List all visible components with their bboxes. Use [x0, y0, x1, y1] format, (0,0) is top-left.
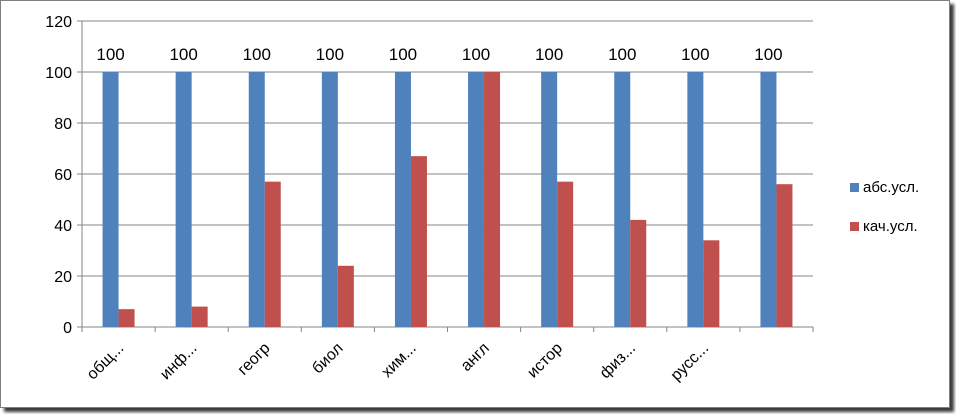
y-tick-label: 100	[45, 65, 72, 82]
data-label: 100	[316, 45, 344, 64]
bar-abs	[248, 72, 265, 327]
data-label: 100	[96, 45, 124, 64]
gridlines	[82, 20, 813, 328]
bar-abs	[394, 72, 411, 327]
bar-abs	[175, 72, 192, 327]
bar-abs	[102, 72, 119, 327]
bar-abs	[468, 72, 485, 327]
data-label: 100	[462, 45, 490, 64]
legend: абс.усл. кач.усл.	[850, 179, 919, 235]
bars	[102, 72, 793, 327]
bar-kach	[337, 265, 354, 327]
data-label: 100	[754, 45, 782, 64]
y-tick-label: 0	[63, 320, 72, 337]
bar-abs	[760, 72, 777, 327]
data-label: 100	[389, 45, 417, 64]
bar-kach	[703, 240, 720, 327]
bar-kach	[191, 306, 208, 327]
bar-abs	[614, 72, 631, 327]
x-tick-label: англ	[458, 340, 493, 375]
y-tick-label: 120	[45, 14, 72, 31]
x-tick-label: инф...	[157, 340, 200, 383]
bar-kach	[410, 156, 427, 327]
bar-kach	[557, 181, 574, 327]
bar-chart: 0 20 40 60 80 100 120 100 общ... 100 инф... 100 геог…	[45, 14, 919, 384]
x-tick-label: общ...	[84, 340, 128, 384]
x-tick-label: русс...	[668, 340, 712, 384]
bar-kach	[484, 72, 501, 327]
y-tick-label: 80	[54, 116, 72, 133]
y-tick-label: 20	[54, 269, 72, 286]
bar-abs	[541, 72, 558, 327]
x-tick-label: хим...	[379, 340, 420, 381]
x-tick-label: биол	[309, 340, 346, 377]
x-tick-label: истор	[524, 340, 566, 382]
bar-abs	[321, 72, 338, 327]
legend-label: кач.усл.	[863, 218, 918, 235]
x-tick-label: физ...	[597, 340, 639, 382]
x-tick-label: геогр	[235, 340, 274, 379]
bar-kach	[776, 184, 793, 327]
data-label: 100	[608, 45, 636, 64]
legend-swatch	[850, 222, 859, 231]
bar-abs	[687, 72, 704, 327]
legend-label: абс.усл.	[863, 179, 919, 196]
data-label: 100	[681, 45, 709, 64]
y-tick-label: 60	[54, 167, 72, 184]
data-label: 100	[169, 45, 197, 64]
bar-kach	[264, 181, 281, 327]
chart-frame: 0 20 40 60 80 100 120 100 общ... 100 инф... 100 геог…	[0, 0, 950, 408]
bar-kach	[630, 219, 647, 327]
bar-kach	[118, 309, 135, 327]
data-label: 100	[535, 45, 563, 64]
legend-swatch	[850, 183, 859, 192]
data-label: 100	[243, 45, 271, 64]
y-tick-label: 40	[54, 218, 72, 235]
